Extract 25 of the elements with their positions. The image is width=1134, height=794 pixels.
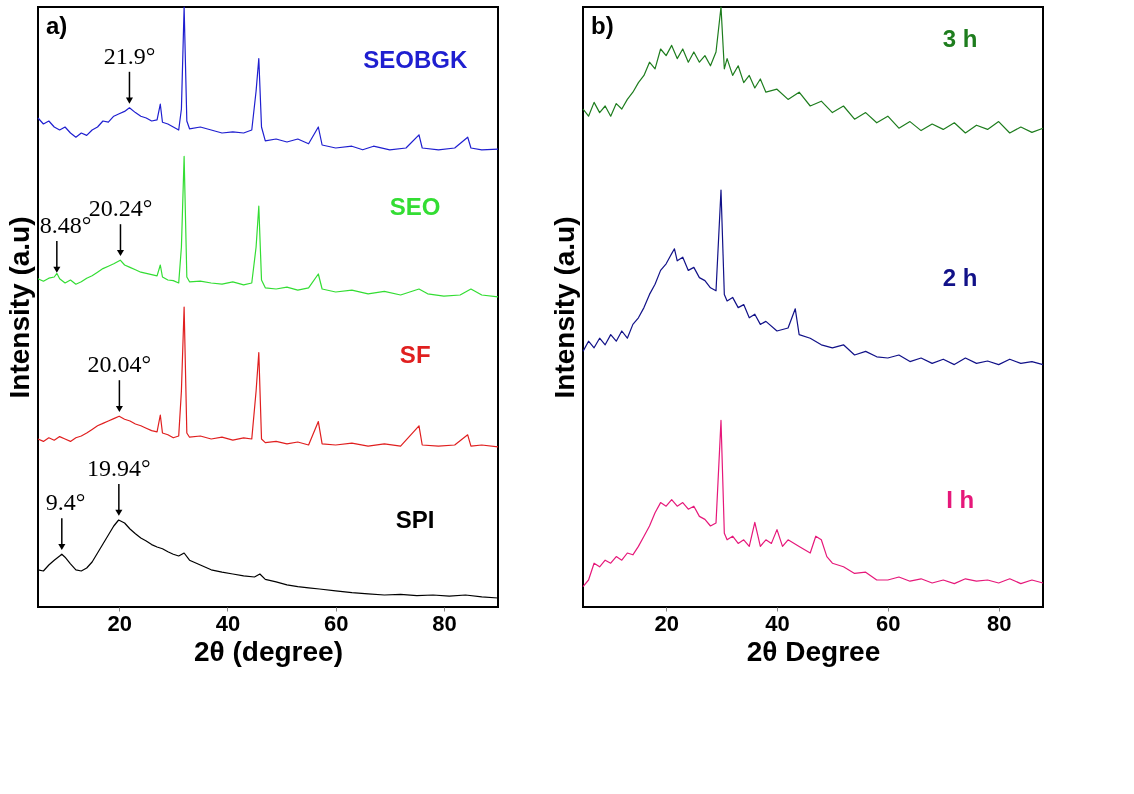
y-axis-title: Intensity (a.u)	[3, 216, 35, 399]
text: SF	[399, 340, 431, 368]
x-axis-title: 2θ (degree)	[194, 635, 343, 667]
text: SEOBGK	[363, 46, 468, 73]
x-tick-label: 40	[215, 610, 241, 636]
text: SEO	[389, 193, 441, 220]
annotation: b)	[591, 12, 614, 39]
x-tick-label: 80	[432, 610, 457, 636]
annotation: 9.4°	[45, 489, 86, 516]
text: I h	[946, 485, 975, 513]
x-tick-label: 80	[986, 610, 1012, 636]
x-tick-label: 60	[323, 610, 349, 636]
x-axis-title: 2θ Degree	[746, 635, 881, 667]
x-tick-label: 20	[107, 610, 132, 636]
y-axis-title: Intensity (a.u)	[548, 216, 580, 399]
annotation: a)	[46, 12, 68, 39]
x-tick-label: 20	[654, 610, 679, 636]
text: SPI	[395, 505, 435, 533]
annotation: 19.94°	[87, 455, 151, 481]
text: 3 h	[942, 25, 978, 52]
text: 2 h	[942, 263, 978, 291]
x-tick-label: 40	[765, 610, 790, 636]
annotation: 20.04°	[87, 351, 152, 378]
x-tick-label: 60	[876, 610, 901, 636]
annotation: 21.9°	[103, 42, 156, 69]
